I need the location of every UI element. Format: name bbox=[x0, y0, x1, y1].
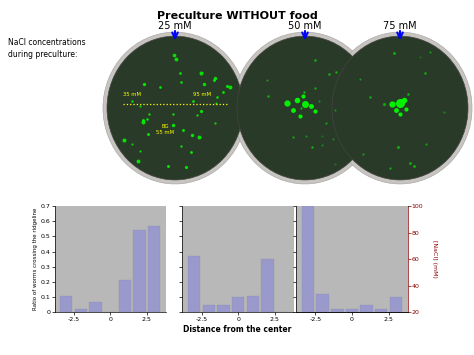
Bar bbox=[331, 309, 344, 312]
Ellipse shape bbox=[332, 36, 468, 180]
Bar bbox=[375, 309, 387, 312]
Text: Distance from the center: Distance from the center bbox=[183, 325, 291, 334]
Text: BG
55 mM: BG 55 mM bbox=[156, 124, 174, 135]
Ellipse shape bbox=[237, 36, 373, 180]
Bar bbox=[390, 297, 402, 312]
Bar bbox=[261, 259, 273, 312]
Bar bbox=[360, 305, 373, 312]
Bar bbox=[89, 302, 102, 312]
Bar bbox=[118, 280, 131, 312]
Bar bbox=[217, 305, 230, 312]
Text: 35 mM: 35 mM bbox=[123, 92, 141, 97]
Text: 25 mM: 25 mM bbox=[158, 21, 192, 31]
Ellipse shape bbox=[328, 32, 472, 184]
Bar bbox=[133, 230, 146, 312]
Y-axis label: [NaCl] (mM): [NaCl] (mM) bbox=[432, 240, 438, 278]
Bar bbox=[148, 226, 160, 312]
Ellipse shape bbox=[233, 32, 377, 184]
Bar bbox=[246, 296, 259, 312]
Bar bbox=[75, 309, 87, 312]
Text: 95 mM: 95 mM bbox=[193, 92, 211, 97]
Text: 75 mM: 75 mM bbox=[383, 21, 417, 31]
Bar bbox=[188, 256, 201, 312]
Ellipse shape bbox=[107, 36, 243, 180]
Text: NaCl concentrations
during preculture:: NaCl concentrations during preculture: bbox=[8, 38, 86, 59]
Text: 50 mM: 50 mM bbox=[288, 21, 322, 31]
Bar bbox=[302, 206, 314, 312]
Bar bbox=[346, 309, 358, 312]
Bar bbox=[60, 296, 73, 312]
Bar bbox=[232, 297, 245, 312]
Y-axis label: Ratio of worms crossing the ridgeline: Ratio of worms crossing the ridgeline bbox=[33, 208, 38, 310]
Ellipse shape bbox=[103, 32, 247, 184]
Bar bbox=[203, 305, 215, 312]
Bar bbox=[317, 294, 329, 312]
Text: Preculture WITHOUT food: Preculture WITHOUT food bbox=[156, 11, 318, 21]
